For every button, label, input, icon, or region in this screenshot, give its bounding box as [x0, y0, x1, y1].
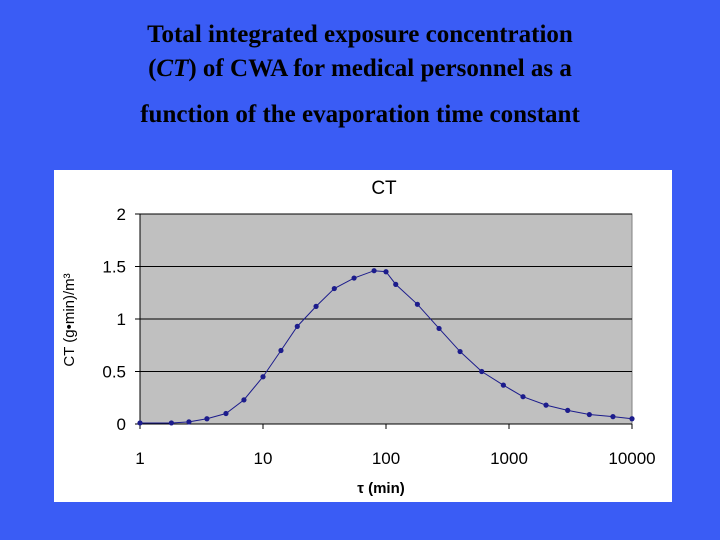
y-tick-label: 0 [117, 415, 126, 434]
data-point [383, 269, 389, 275]
y-tick-label: 2 [117, 205, 126, 224]
title-line-3: function of the evaporation time constan… [140, 101, 580, 128]
data-point [186, 419, 192, 425]
data-point [565, 407, 571, 413]
data-point [331, 285, 337, 292]
y-tick-label: 1.5 [102, 258, 126, 277]
data-point [393, 281, 399, 287]
data-point [204, 416, 210, 422]
data-point [278, 347, 284, 354]
data-point [520, 394, 526, 400]
data-point [586, 411, 592, 418]
title-line-2: (CT) of CWA for medical personnel as a [0, 52, 720, 86]
data-point [241, 397, 247, 403]
x-tick-label: 10 [254, 449, 273, 468]
series-line [140, 270, 633, 424]
data-point [543, 402, 549, 408]
title-paren-open: ( [148, 55, 157, 82]
chart-panel: CT 0 0.5 1 1.5 2 1 10 100 1000 10000 τ (min) CT (… [54, 170, 672, 502]
data-point [436, 325, 442, 332]
data-point [294, 323, 300, 329]
title-line-2-rest: ) of CWA for medical personnel as a [188, 55, 572, 82]
chart-title: CT [371, 178, 397, 199]
x-tick-label: 1000 [490, 449, 528, 468]
data-point [610, 414, 616, 420]
ct-chart: CT 0 0.5 1 1.5 2 1 10 100 1000 10000 τ (min) CT (… [61, 178, 656, 497]
y-tick-label: 0.5 [102, 363, 126, 382]
slide-title: Total integrated exposure concentration … [0, 18, 720, 132]
title-ct-italic: CT [156, 55, 189, 82]
x-tick-label: 1 [135, 449, 144, 468]
data-point [629, 416, 635, 422]
y-tick-label: 1 [117, 310, 126, 329]
x-tick-label: 100 [372, 449, 400, 468]
data-point [479, 368, 485, 375]
data-point [313, 303, 319, 309]
data-point [371, 268, 377, 274]
x-tick-label: 10000 [608, 449, 655, 468]
data-point [500, 382, 506, 388]
data-point [351, 275, 357, 281]
data-point [223, 410, 229, 417]
x-axis-label: τ (min) [357, 480, 405, 497]
y-axis-label: CT (g•min)/m³ [61, 273, 78, 366]
data-point [168, 420, 174, 426]
data-point [260, 374, 266, 380]
title-line-1: Total integrated exposure concentration [147, 21, 573, 48]
data-point [457, 348, 463, 355]
data-point [137, 420, 143, 426]
data-point [414, 301, 420, 307]
